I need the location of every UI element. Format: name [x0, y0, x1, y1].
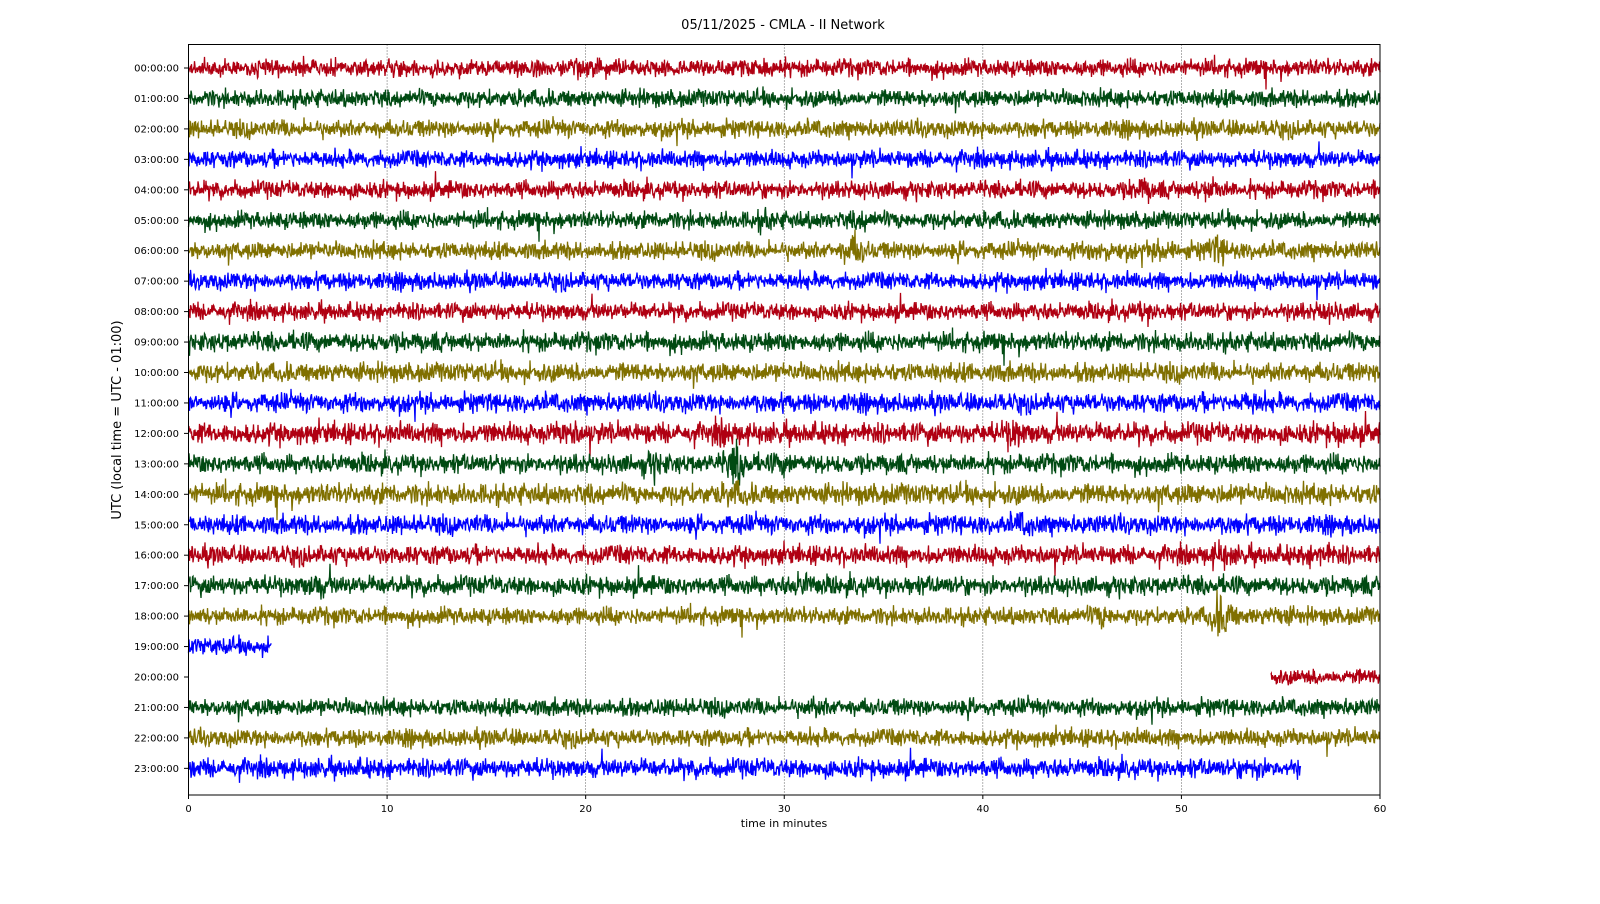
trace-15 [187, 510, 1381, 544]
y-tick-label: 02:00:00 [134, 124, 179, 135]
y-tick-label: 15:00:00 [134, 520, 179, 531]
y-axis: 00:00:00 01:00:00 02:00:00 03:00:00 04:00:00… [134, 64, 189, 775]
y-tick-label: 23:00:00 [134, 764, 179, 775]
trace-17 [187, 563, 1381, 600]
y-tick-label: 12:00:00 [134, 429, 179, 440]
y-tick-label: 04:00:00 [134, 185, 179, 196]
trace-11 [187, 388, 1381, 422]
trace-23 [187, 747, 1302, 783]
trace-19 [187, 634, 272, 659]
trace-07 [187, 267, 1381, 301]
trace-22 [187, 724, 1381, 757]
x-tick-label: 0 [185, 804, 191, 815]
y-tick-label: 17:00:00 [134, 581, 179, 592]
trace-13 [187, 438, 1381, 486]
traces [187, 54, 1381, 783]
y-tick-label: 05:00:00 [134, 216, 179, 227]
trace-09 [187, 327, 1381, 366]
y-tick-label: 21:00:00 [134, 703, 179, 714]
y-tick-label: 11:00:00 [134, 398, 179, 409]
trace-08 [187, 292, 1381, 328]
y-tick-label: 08:00:00 [134, 307, 179, 318]
y-tick-label: 00:00:00 [134, 64, 179, 75]
trace-14 [187, 478, 1381, 521]
y-tick-label: 19:00:00 [134, 642, 179, 653]
trace-04 [187, 171, 1381, 205]
trace-02 [187, 116, 1381, 147]
trace-00 [187, 54, 1381, 90]
x-tick-label: 60 [1374, 804, 1387, 815]
trace-03 [187, 141, 1381, 179]
trace-20 [1270, 668, 1381, 686]
x-axis-label: time in minutes [741, 817, 828, 830]
trace-06 [187, 229, 1381, 269]
y-tick-label: 18:00:00 [134, 612, 179, 623]
y-tick-label: 16:00:00 [134, 551, 179, 562]
x-tick-label: 40 [976, 804, 989, 815]
y-tick-label: 14:00:00 [134, 490, 179, 501]
x-tick-label: 20 [579, 804, 592, 815]
trace-21 [187, 694, 1381, 725]
x-tick-label: 50 [1175, 804, 1188, 815]
trace-10 [187, 359, 1381, 389]
trace-05 [187, 206, 1381, 242]
trace-18 [187, 589, 1381, 638]
x-tick-label: 10 [381, 804, 394, 815]
y-tick-label: 06:00:00 [134, 246, 179, 257]
trace-01 [187, 86, 1381, 114]
trace-16 [187, 539, 1381, 577]
y-tick-label: 07:00:00 [134, 277, 179, 288]
grid-lines [386, 44, 1182, 795]
y-tick-label: 13:00:00 [134, 459, 179, 470]
y-tick-label: 01:00:00 [134, 94, 179, 105]
x-axis: 0 10 20 30 40 50 60 [185, 795, 1386, 815]
y-tick-label: 20:00:00 [134, 673, 179, 684]
y-tick-label: 22:00:00 [134, 733, 179, 744]
chart-title: 05/11/2025 - CMLA - II Network [681, 18, 885, 33]
x-tick-label: 30 [778, 804, 791, 815]
y-tick-label: 10:00:00 [134, 368, 179, 379]
y-tick-label: 09:00:00 [134, 338, 179, 349]
trace-12 [188, 410, 1381, 457]
y-axis-label: UTC (local time = UTC - 01:00) [110, 320, 125, 519]
y-tick-label: 03:00:00 [134, 155, 179, 166]
